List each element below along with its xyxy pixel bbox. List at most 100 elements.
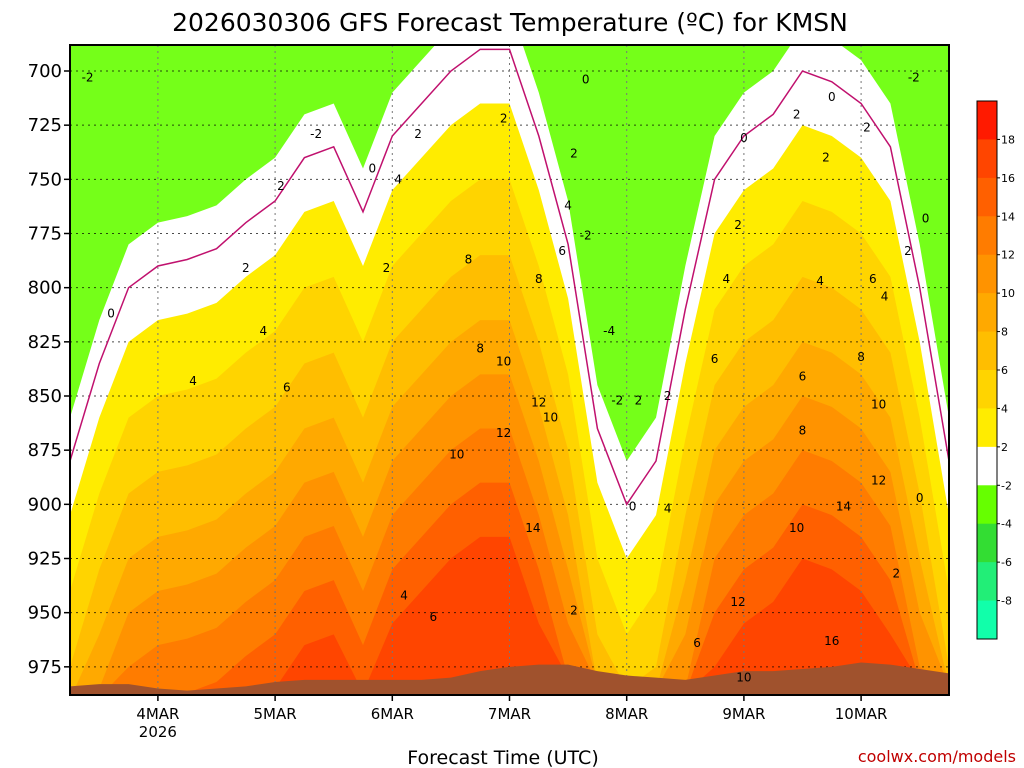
contour-label-14: 2 <box>242 261 250 275</box>
plot-area: -2 -2 -2 -4 -2 -2 0 0 0 0 0 0 0 0 2 2 2 2 2 2 2 2 2 2 2 2 2 2 2 4 4 4 4 4… <box>70 45 949 695</box>
contour-label-49: 8 <box>857 350 865 364</box>
y-tick-label-825: 825 <box>28 332 62 353</box>
contour-label-16: 2 <box>383 261 391 275</box>
colorbar-swatch-3 <box>977 216 997 256</box>
contour-label-26: 2 <box>863 120 871 134</box>
colorbar-swatch-13 <box>977 600 997 640</box>
credit-link[interactable]: coolwx.com/models <box>858 747 1016 766</box>
colorbar-label-2: 2 <box>1001 441 1008 454</box>
contour-label-15: 2 <box>277 179 285 193</box>
colorbar-label--6: -6 <box>1001 556 1012 569</box>
contour-label-29: 4 <box>189 374 197 388</box>
contour-label-57: 12 <box>531 396 546 410</box>
contour-label-50: 10 <box>496 354 511 368</box>
y-tick-label-975: 975 <box>28 657 62 678</box>
y-tick-label-800: 800 <box>28 278 62 299</box>
contour-label-28: 2 <box>892 567 900 581</box>
contour-label-30: 4 <box>260 324 268 338</box>
colorbar-label-12: 12 <box>1001 249 1015 262</box>
contour-label-53: 10 <box>789 521 804 535</box>
y-tick-label-850: 850 <box>28 386 62 407</box>
contour-label-2: -2 <box>580 229 592 243</box>
contour-label-43: 6 <box>869 272 877 286</box>
contour-label-48: 8 <box>799 424 807 438</box>
contour-label-33: 4 <box>400 588 408 602</box>
colorbar-label--8: -8 <box>1001 595 1012 608</box>
contour-label-51: 10 <box>449 448 464 462</box>
contour-label-39: 6 <box>429 610 437 624</box>
contour-label-17: 2 <box>414 127 422 141</box>
colorbar-label-16: 16 <box>1001 172 1015 185</box>
colorbar-label-14: 14 <box>1001 210 1015 223</box>
contour-label-20: 2 <box>570 604 578 618</box>
ground-surface <box>70 662 949 695</box>
contour-label-62: 16 <box>824 634 839 648</box>
colorbar-swatch-0 <box>977 101 997 140</box>
colorbar-swatch-11 <box>977 523 997 563</box>
contour-label-18: 2 <box>500 112 508 126</box>
contour-label-0: -2 <box>82 71 94 85</box>
y-tick-label-875: 875 <box>28 440 62 461</box>
contour-label-24: 2 <box>793 107 801 121</box>
x-axis-label: Forecast Time (UTC) <box>407 747 598 768</box>
colorbar-swatch-10 <box>977 485 997 525</box>
contour-label-4: -2 <box>611 393 623 407</box>
contour-label-19: 2 <box>570 146 578 160</box>
colorbar-swatch-7 <box>977 370 997 409</box>
colorbar-swatch-2 <box>977 177 997 217</box>
gridlines <box>70 45 949 695</box>
y-tick-label-725: 725 <box>28 115 62 136</box>
contour-label-46: 8 <box>535 272 543 286</box>
contour-label-22: 2 <box>664 389 672 403</box>
contour-label-31: 4 <box>394 172 402 186</box>
contour-label-25: 2 <box>822 151 830 165</box>
contour-label-56: 12 <box>496 426 511 440</box>
contour-label-10: 0 <box>828 90 836 104</box>
y-tick-label-750: 750 <box>28 169 62 190</box>
colorbar-swatch-1 <box>977 139 997 179</box>
x-tick-sublabel-4MAR: 2026 <box>139 723 177 741</box>
colorbar-swatch-12 <box>977 562 997 602</box>
contour-label-55: 10 <box>736 671 751 685</box>
contour-label-44: 6 <box>693 636 701 650</box>
contour-label-11: 0 <box>922 211 930 225</box>
contour-label-21: 2 <box>635 393 643 407</box>
contour-label-42: 6 <box>799 370 807 384</box>
contour-label-59: 12 <box>871 474 886 488</box>
contour-label-36: 4 <box>816 274 824 288</box>
colorbar-label-4: 4 <box>1001 402 1008 415</box>
contour-label-41: 6 <box>711 352 719 366</box>
colorbar-label-6: 6 <box>1001 364 1008 377</box>
contour-label-1: -2 <box>310 127 322 141</box>
contour-label-7: 0 <box>369 162 377 176</box>
contour-label-9: 0 <box>740 131 748 145</box>
contour-label-60: 14 <box>525 521 540 535</box>
contour-labels: -2 -2 -2 -4 -2 -2 0 0 0 0 0 0 0 0 2 2 2 2 2 2 2 2 2 2 2 2 2 2 2 4 4 4 4 4… <box>82 71 930 685</box>
color-scale-legend: 18 16 14 12 10 8 6 4 2 -2 -4 -6 -8 <box>976 100 1015 640</box>
colorbar-label-10: 10 <box>1001 287 1015 300</box>
contour-label-38: 6 <box>283 380 291 394</box>
contour-label-35: 4 <box>722 272 730 286</box>
contour-label-52: 10 <box>543 411 558 425</box>
x-tick-label-6MAR: 6MAR <box>371 705 414 723</box>
colorbar-label-8: 8 <box>1001 326 1008 339</box>
colorbar-swatch-8 <box>977 408 997 448</box>
x-tick-label-10MAR: 10MAR <box>835 705 888 723</box>
x-tick-label-9MAR: 9MAR <box>722 705 765 723</box>
contour-label-45: 8 <box>465 253 473 267</box>
colorbar-label--4: -4 <box>1001 518 1012 531</box>
contour-label-37: 4 <box>881 289 889 303</box>
y-tick-label-950: 950 <box>28 603 62 624</box>
contour-label-32: 4 <box>564 198 572 212</box>
contour-label-34: 4 <box>664 502 672 516</box>
contour-label-8: 0 <box>582 73 590 87</box>
pressure-axis: 700 725 750 775 800 825 850 875 900 925 950 975 <box>28 61 70 678</box>
isotherm-lines <box>70 48 949 506</box>
isotherm-0c <box>70 48 949 506</box>
colorbar-label--2: -2 <box>1001 479 1012 492</box>
y-tick-label-700: 700 <box>28 61 62 82</box>
contour-label-61: 14 <box>836 500 851 514</box>
field-cold-region <box>70 45 949 461</box>
